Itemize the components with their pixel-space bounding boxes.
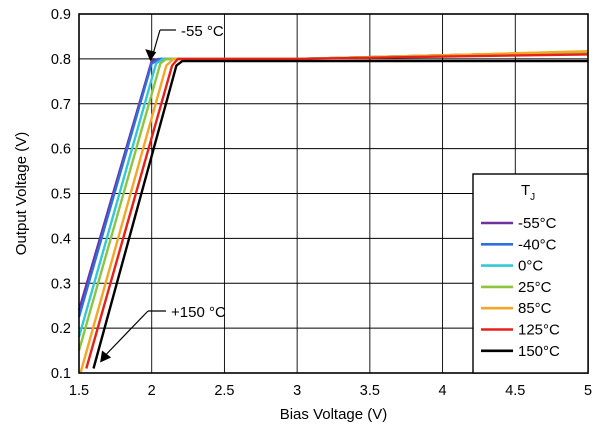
y-tick-label: 0.8	[51, 52, 71, 68]
annotation-arrowhead	[145, 49, 157, 62]
x-tick-label: 2	[148, 383, 156, 399]
series-layer	[77, 50, 589, 374]
y-tick-label: 0.5	[51, 187, 71, 203]
y-tick-label: 0.6	[51, 142, 71, 158]
series-line	[92, 59, 588, 369]
legend-title-main: T	[521, 182, 530, 199]
y-tick-label: 0.2	[51, 321, 71, 337]
y-tick-label: 0.4	[51, 231, 71, 247]
legend-entry-label: 85°C	[518, 300, 552, 317]
legend-entry-label: 125°C	[518, 322, 560, 339]
x-axis-title: Bias Voltage (V)	[280, 406, 388, 423]
x-tick-label: 2.5	[214, 383, 234, 399]
x-tick-label: 1.5	[69, 383, 89, 399]
annotation-arrow-line	[105, 310, 149, 355]
x-tick-label: 3.5	[360, 383, 380, 399]
legend-title: TJ	[521, 182, 535, 203]
x-tick-label: 4.5	[505, 383, 525, 399]
y-tick-label: 0.9	[51, 7, 71, 23]
legend-box	[472, 173, 589, 374]
legend-entry-label: -40°C	[518, 236, 557, 253]
legend-entry-label: 25°C	[518, 279, 552, 296]
annotations: -55 °C +150 °C	[100, 23, 226, 363]
y-axis-title: Output Voltage (V)	[13, 132, 30, 255]
annotation-label: -55 °C	[181, 23, 224, 40]
y-tick-label: 0.1	[51, 366, 71, 382]
annotation-label: +150 °C	[171, 304, 226, 321]
x-tick-label: 3	[293, 383, 301, 399]
annotation-arrowhead	[100, 350, 112, 363]
y-tick-label: 0.7	[51, 97, 71, 113]
x-tick-label: 4	[439, 383, 447, 399]
tick-labels: 1.5 2 2.5 3 3.5 4 4.5 5 0.1 0.2 0.3 0.4 0.5 0.6 0.7 0.8…	[51, 7, 592, 399]
series-line	[85, 53, 589, 369]
x-tick-label: 5	[584, 383, 592, 399]
legend: TJ -55°C -40°C 0°C 25°C 85°C 125°C 150°C	[472, 173, 589, 374]
legend-entry-label: -55°C	[518, 215, 557, 232]
y-tick-label: 0.3	[51, 276, 71, 292]
legend-entry-label: 150°C	[518, 343, 560, 360]
legend-entry-label: 0°C	[518, 258, 543, 275]
legend-title-sub: J	[530, 192, 535, 203]
annotation-arrow-line	[152, 29, 161, 54]
